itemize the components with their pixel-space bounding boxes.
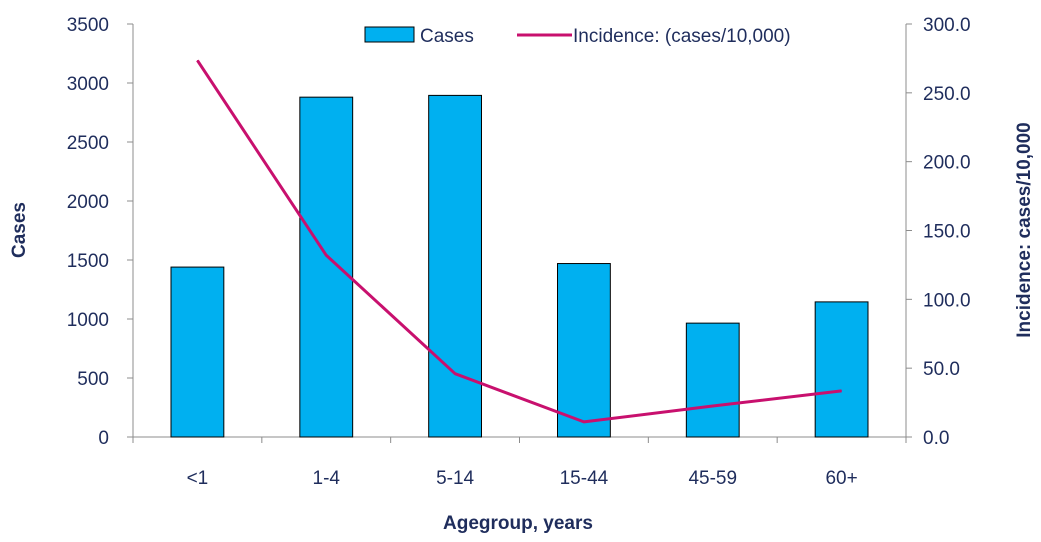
y-tick-label: 3000 bbox=[67, 74, 109, 95]
bar-cases bbox=[814, 301, 869, 438]
x-tick-label: 5-14 bbox=[436, 468, 474, 489]
point-incidence bbox=[325, 254, 327, 256]
y-axis-title: Cases bbox=[9, 202, 30, 258]
bar-cases bbox=[557, 263, 611, 438]
bar-cases bbox=[685, 322, 740, 438]
point-incidence bbox=[583, 421, 585, 423]
point-incidence bbox=[712, 405, 714, 407]
y2-tick-label: 150.0 bbox=[923, 222, 971, 243]
y-tick-label: 1500 bbox=[67, 251, 109, 272]
y-tick-label: 2500 bbox=[67, 133, 109, 154]
line-series bbox=[196, 59, 843, 424]
y2-tick-label: 250.0 bbox=[923, 84, 971, 105]
y2-tick-label: 100.0 bbox=[923, 290, 971, 311]
point-incidence bbox=[454, 373, 456, 375]
bar-cases bbox=[299, 96, 354, 438]
x-tick-label: 15-44 bbox=[560, 468, 609, 489]
legend: Cases Incidence: (cases/10,000) bbox=[364, 26, 791, 47]
x-axis-title: Agegroup, years bbox=[443, 513, 593, 534]
bar-cases bbox=[428, 94, 482, 438]
y-tick-label: 2000 bbox=[67, 192, 109, 213]
axes bbox=[127, 23, 912, 443]
y-tick-label: 0 bbox=[98, 428, 109, 449]
legend-label-cases: Cases bbox=[420, 26, 474, 47]
y2-tick-label: 50.0 bbox=[923, 359, 960, 380]
tick-labels: 0 500 1000 1500 2000 2500 3000 3500 0.0 50.0 100.0… bbox=[67, 15, 971, 489]
y2-tick-label: 0.0 bbox=[923, 428, 949, 449]
bar-cases bbox=[170, 266, 225, 438]
point-incidence bbox=[841, 390, 843, 392]
x-tick-label: 1-4 bbox=[313, 468, 341, 489]
y-tick-label: 500 bbox=[77, 369, 109, 390]
point-incidence bbox=[196, 59, 198, 61]
y2-tick-label: 300.0 bbox=[923, 15, 971, 36]
y2-tick-label: 200.0 bbox=[923, 153, 971, 174]
x-tick-label: 45-59 bbox=[688, 468, 737, 489]
y2-axis-title: Incidence: cases/10,000 bbox=[1014, 122, 1035, 337]
legend-swatch-cases bbox=[364, 26, 415, 43]
x-tick-label: <1 bbox=[187, 468, 209, 489]
bar-series bbox=[170, 94, 869, 438]
legend-label-incidence: Incidence: (cases/10,000) bbox=[573, 26, 791, 47]
line-incidence bbox=[196, 59, 842, 424]
y-tick-label: 1000 bbox=[67, 310, 109, 331]
x-tick-label: 60+ bbox=[825, 468, 857, 489]
y-tick-label: 3500 bbox=[67, 15, 109, 36]
